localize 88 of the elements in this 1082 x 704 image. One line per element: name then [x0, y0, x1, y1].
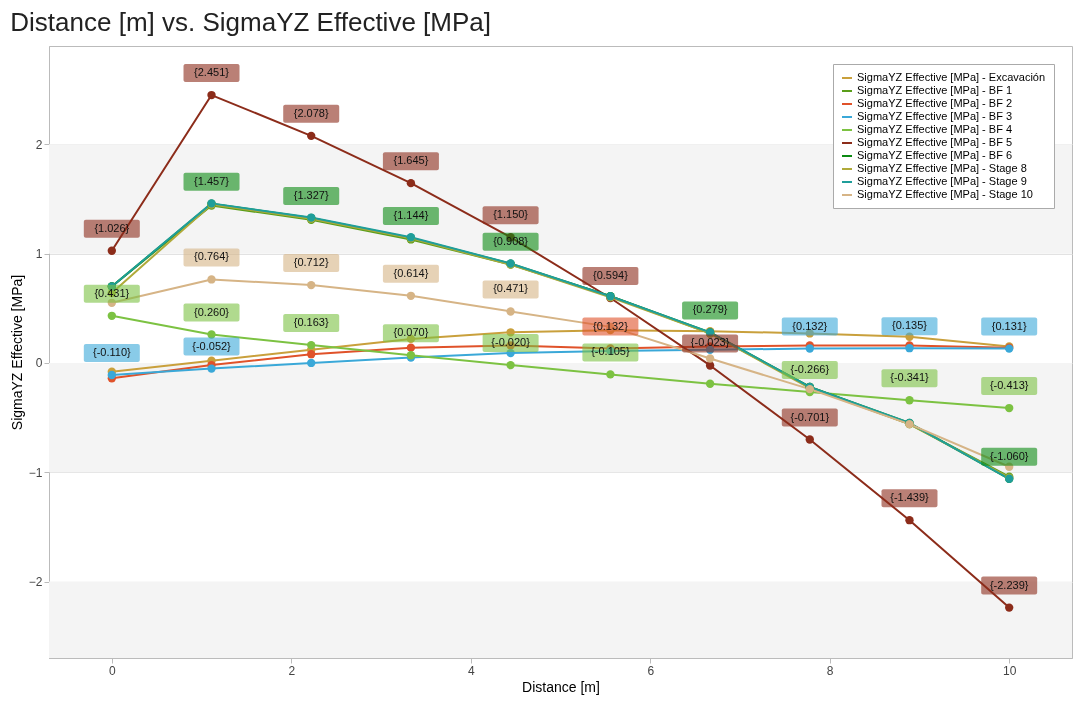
legend-label: SigmaYZ Effective [MPa] - Stage 9	[857, 175, 1027, 187]
chart-title: Distance [m] vs. SigmaYZ Effective [MPa]	[10, 7, 491, 37]
data-label: {1.150}	[493, 208, 529, 221]
data-label: {2.451}	[194, 66, 230, 79]
data-label: {0.260}	[194, 305, 230, 318]
point	[905, 396, 914, 405]
legend-label: SigmaYZ Effective [MPa] - BF 5	[857, 136, 1013, 148]
x-tick-label: 0	[108, 663, 116, 678]
point	[107, 370, 116, 380]
data-label: {2.078}	[293, 106, 329, 119]
data-label: {0.594}	[592, 269, 629, 282]
x-tick-label: 4	[467, 663, 475, 678]
data-label: {0.131}	[991, 319, 1027, 332]
point	[207, 275, 216, 284]
data-label: {0.163}	[293, 316, 329, 329]
data-label: {-0.110}	[92, 345, 131, 358]
legend-label: SigmaYZ Effective [MPa] - Stage 8	[857, 162, 1027, 174]
y-tick-label: −2	[28, 575, 43, 589]
data-label: {0.471}	[493, 282, 529, 295]
point	[705, 354, 715, 363]
point	[805, 435, 814, 444]
point	[207, 90, 216, 100]
point	[307, 131, 316, 141]
data-label: {0.908}	[493, 234, 529, 247]
data-label: {1.144}	[393, 208, 429, 221]
data-label: {0.431}	[94, 286, 130, 299]
point	[506, 348, 515, 358]
data-label: {-0.020}	[491, 336, 531, 349]
y-axis-title: SigmaYZ Effective [MPa]	[8, 274, 25, 431]
data-label: {-0.413}	[989, 379, 1029, 392]
x-tick-label: 8	[826, 663, 834, 678]
data-label: {0.070}	[393, 326, 429, 339]
legend-label: SigmaYZ Effective [MPa] - Excavación	[857, 71, 1046, 83]
point	[905, 516, 914, 525]
data-label: {-0.701}	[790, 410, 830, 423]
point	[107, 246, 116, 255]
point	[1005, 403, 1014, 413]
point	[506, 360, 515, 370]
x-tick-label: 2	[288, 663, 296, 678]
data-label: {1.457}	[194, 174, 230, 187]
data-label: {-0.266}	[790, 363, 830, 375]
data-label: {0.764}	[194, 250, 230, 263]
legend-label: SigmaYZ Effective [MPa] - BF 6	[857, 149, 1013, 161]
data-label: {1.026}	[94, 221, 130, 234]
data-label: {1.645}	[393, 154, 429, 167]
y-tick-label: 2	[35, 137, 43, 152]
point	[406, 291, 416, 300]
point	[905, 332, 914, 341]
y-tick-label: 1	[35, 247, 43, 262]
data-label: {-0.052}	[192, 339, 232, 352]
point	[506, 328, 515, 337]
legend-label: SigmaYZ Effective [MPa] - Stage 10	[857, 188, 1033, 200]
legend-label: SigmaYZ Effective [MPa] - BF 4	[857, 123, 1013, 135]
legend-label: SigmaYZ Effective [MPa] - BF 3	[857, 110, 1013, 122]
data-label: {-1.439}	[890, 491, 930, 504]
point	[307, 340, 316, 350]
data-label: {0.132}	[592, 319, 629, 332]
data-label: {0.614}	[393, 266, 429, 279]
point	[406, 343, 416, 352]
point	[307, 358, 316, 368]
legend-label: SigmaYZ Effective [MPa] - BF 2	[857, 97, 1013, 109]
data-label: {-0.023}	[690, 336, 730, 349]
data-label: {-1.060}	[989, 449, 1029, 462]
data-label: {-0.105}	[591, 345, 630, 358]
y-tick-label: 0	[35, 356, 43, 371]
point	[406, 178, 416, 188]
point	[1005, 462, 1014, 471]
data-label: {-2.239}	[989, 578, 1029, 591]
x-axis-title: Distance [m]	[522, 678, 600, 695]
data-label: {0.135}	[892, 319, 928, 332]
x-tick-label: 6	[647, 663, 655, 678]
data-label: {0.279}	[692, 303, 728, 316]
point	[1005, 603, 1014, 612]
data-label: {0.712}	[293, 256, 329, 269]
point	[207, 364, 216, 373]
data-label: {-0.341}	[890, 371, 930, 384]
point	[606, 370, 615, 379]
legend-label: SigmaYZ Effective [MPa] - BF 1	[857, 84, 1013, 96]
point	[307, 350, 316, 359]
point	[705, 361, 715, 370]
y-tick-label: −1	[28, 465, 43, 480]
data-label: {0.132}	[792, 319, 828, 332]
point	[107, 311, 116, 320]
point	[506, 307, 515, 316]
point	[307, 280, 316, 290]
x-tick-label: 10	[1003, 663, 1017, 678]
point	[705, 379, 715, 388]
data-label: {1.327}	[293, 188, 329, 201]
